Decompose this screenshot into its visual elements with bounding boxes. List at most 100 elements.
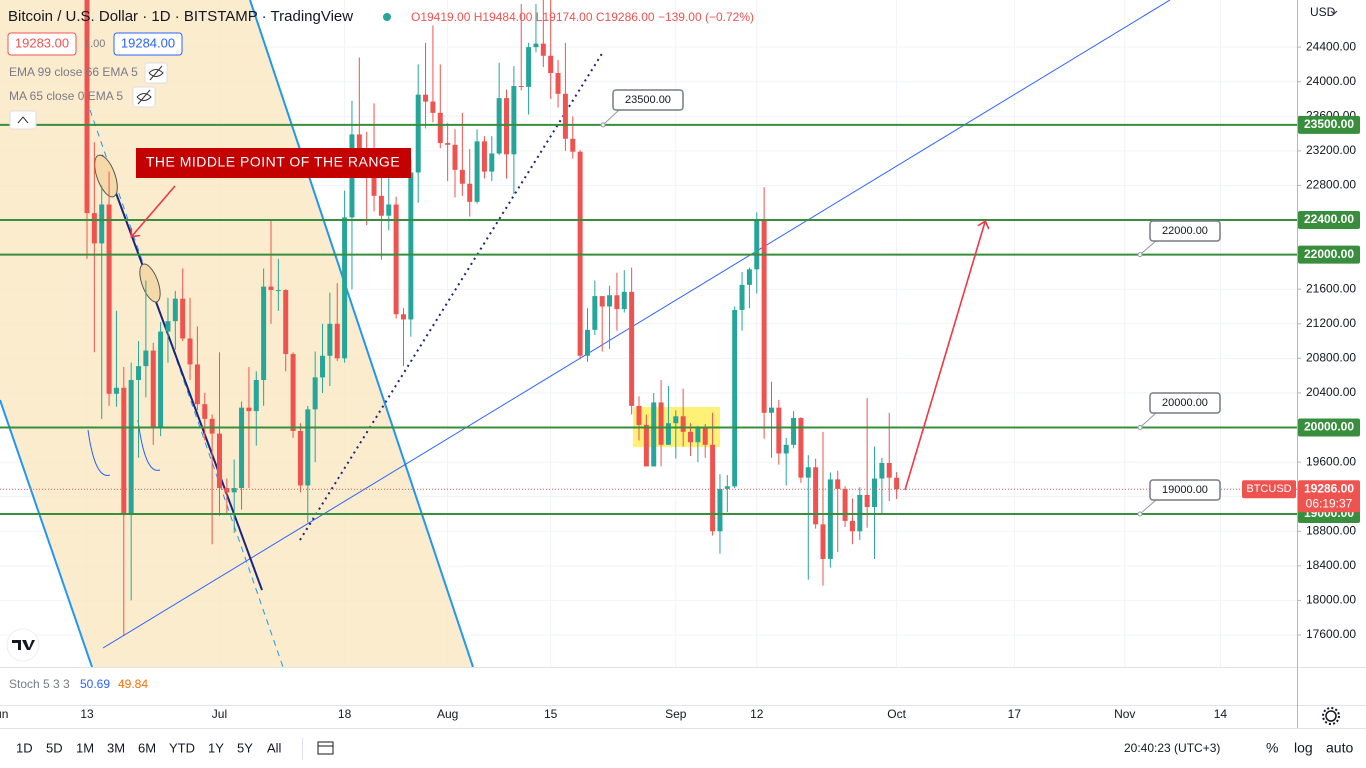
candle-body [592, 296, 598, 330]
x-tick-label: Nov [1114, 707, 1135, 721]
candle-body [165, 321, 171, 332]
trend-line [102, 0, 1171, 649]
ohlc-change: −139.00 (−0.72%) [658, 10, 754, 24]
candle-body [386, 204, 392, 216]
candle-body [511, 86, 517, 155]
ohlc-value: O19419.00 [411, 10, 471, 24]
candle-body [783, 444, 789, 454]
scale-option[interactable]: % [1266, 740, 1278, 756]
candle-body [334, 323, 340, 359]
range-button[interactable]: 1D [16, 740, 33, 755]
callout-leader [1139, 412, 1157, 428]
y-tick-label: 17600.00 [1306, 627, 1356, 641]
callout-anchor [600, 122, 606, 128]
candle-body [121, 387, 127, 514]
candle-body [452, 144, 458, 170]
eye-icon [136, 89, 152, 105]
y-tick-label: 19600.00 [1306, 454, 1356, 468]
stoch-label: Stoch 5 3 3 [9, 677, 70, 691]
symbol-bg [1242, 480, 1296, 499]
candle-body [408, 172, 414, 320]
last-price: 19286.00 [1304, 481, 1354, 495]
scale-option[interactable]: auto [1326, 740, 1353, 756]
candle-body [746, 269, 752, 285]
bid: 19283.00 [15, 35, 69, 50]
settings-icon[interactable] [1322, 707, 1340, 725]
x-tick-label: 17 [1008, 707, 1022, 721]
spread: 1.00 [84, 38, 105, 50]
ohlc-value: C19286.00 [596, 10, 655, 24]
x-tick-label: Jun [0, 707, 8, 721]
range-button[interactable]: 1Y [208, 740, 224, 755]
candle-body [423, 94, 429, 102]
clock: 20:40:23 (UTC+3) [1124, 741, 1220, 755]
candle-body [342, 217, 348, 359]
trend-line [101, 154, 263, 591]
candle-body [886, 462, 892, 478]
x-tick-label: 13 [80, 707, 94, 721]
candle-body [754, 220, 760, 270]
compare-icon[interactable] [317, 741, 334, 755]
callout-leader [602, 109, 620, 126]
candle-body [261, 286, 267, 380]
candle-body [680, 416, 686, 432]
candle-body [481, 141, 487, 172]
buy-button[interactable] [113, 32, 183, 56]
candle-body [827, 479, 833, 559]
candle-body [599, 296, 605, 307]
candle-body [665, 423, 671, 445]
stoch-d: 49.84 [118, 677, 148, 691]
level-label: 22400.00 [1304, 212, 1354, 226]
candle-body [570, 138, 576, 152]
candle-body [283, 290, 289, 355]
candle-body [673, 416, 679, 424]
range-button[interactable]: 1M [76, 740, 94, 755]
candle-body [739, 284, 745, 310]
channel-fill [0, 0, 473, 667]
candle-body [194, 364, 200, 405]
candle-body [253, 379, 259, 412]
sell-button[interactable] [7, 32, 77, 56]
candle-body [268, 286, 274, 291]
candle-body [150, 350, 156, 428]
range-button[interactable]: YTD [169, 740, 195, 755]
candle-body [91, 213, 97, 244]
annotation: THE MIDDLE POINT OF THE RANGE [146, 154, 400, 170]
arrow [132, 185, 176, 236]
collapse-button[interactable] [9, 110, 37, 130]
candle-body [842, 488, 848, 521]
status-dot [383, 13, 391, 21]
candle-body [275, 290, 281, 292]
callout-box [1149, 392, 1221, 414]
candle-body [445, 143, 451, 145]
candle-body [356, 134, 362, 149]
curve [87, 419, 161, 476]
candle-body [879, 462, 885, 479]
candle-body [393, 204, 399, 315]
candle-body [143, 350, 149, 367]
callout-label: 19000.00 [1162, 484, 1208, 496]
callout-anchor [1137, 425, 1143, 431]
candle-body [894, 477, 900, 490]
callout-box [1149, 479, 1221, 501]
candle-body [710, 444, 716, 532]
level-label: 20000.00 [1304, 420, 1354, 434]
x-tick-label: 18 [338, 707, 352, 721]
candle-body [231, 488, 237, 493]
candle-body [702, 428, 708, 445]
range-button[interactable]: 6M [138, 740, 156, 755]
drawings-top: THE MIDDLE POINT OF THE RANGE [132, 148, 985, 491]
range-button[interactable]: All [267, 740, 282, 755]
candle-body [224, 488, 230, 493]
range-button[interactable]: 3M [107, 740, 125, 755]
candle-body [798, 418, 804, 478]
range-button[interactable]: 5Y [237, 740, 253, 755]
candle-body [467, 183, 473, 202]
eye-icon [148, 65, 164, 81]
range-button[interactable]: 5D [46, 740, 63, 755]
candle-body [113, 387, 119, 394]
scale-option[interactable]: log [1294, 740, 1313, 756]
candle-body [180, 298, 186, 339]
candle-body [688, 431, 694, 443]
ask: 19284.00 [121, 35, 175, 50]
